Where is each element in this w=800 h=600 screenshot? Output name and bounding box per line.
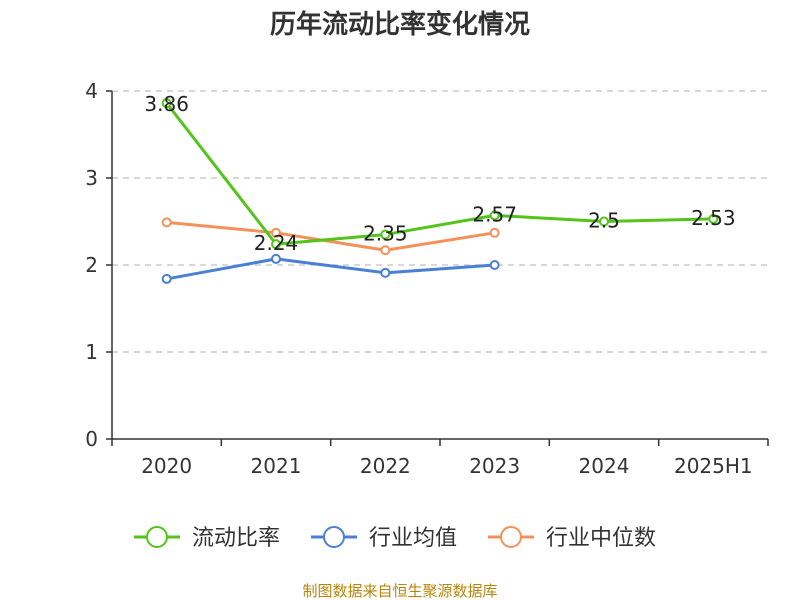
y-tick-label: 4	[85, 79, 98, 103]
data-label: 2.24	[254, 231, 299, 255]
legend-marker[interactable]	[500, 526, 522, 548]
series-line	[166, 220, 495, 252]
data-point[interactable]	[161, 273, 172, 284]
data-point[interactable]	[161, 217, 172, 228]
data-labels: 3.86 2.24 2.35 2.57 2.5 2.53	[144, 92, 735, 255]
data-point[interactable]	[380, 229, 391, 240]
x-tick-label: 2022	[360, 454, 411, 478]
data-point[interactable]	[161, 98, 172, 109]
legend[interactable]: 流动比率 行业均值 行业中位数	[134, 526, 656, 551]
data-point[interactable]	[599, 216, 609, 227]
y-tick-label: 2	[85, 253, 98, 277]
data-label: 2.57	[472, 202, 517, 226]
data-point[interactable]	[708, 213, 719, 224]
x-tick-label: 2023	[469, 454, 520, 478]
series-line	[166, 257, 495, 281]
data-point[interactable]	[380, 245, 391, 256]
chart-title: 历年流动比率变化情况	[270, 9, 530, 40]
series-points	[161, 98, 719, 284]
legend-label[interactable]: 行业均值	[369, 526, 457, 551]
y-tick-label: 0	[85, 427, 98, 451]
data-label: 3.86	[144, 92, 189, 116]
axes: 0 1 2 3 4 2020 2021 2022 2023 2024 2025H1	[85, 79, 769, 478]
y-tick-label: 3	[85, 166, 98, 190]
data-label: 2.53	[691, 206, 736, 230]
data-point[interactable]	[489, 260, 500, 270]
legend-marker[interactable]	[146, 526, 168, 548]
legend-marker[interactable]	[323, 526, 345, 548]
legend-label[interactable]: 流动比率	[192, 526, 280, 551]
data-label: 2.35	[363, 222, 408, 246]
data-point[interactable]	[271, 227, 281, 238]
x-tick-label: 2024	[579, 454, 630, 478]
series-lines	[165, 102, 714, 281]
x-tick-label: 2021	[251, 454, 302, 478]
data-point[interactable]	[489, 227, 500, 238]
source-note: 制图数据来自恒生聚源数据库	[302, 582, 497, 600]
data-point[interactable]	[489, 210, 500, 221]
series-line	[165, 102, 714, 246]
data-label: 2.5	[588, 209, 620, 233]
x-tick-label: 2025H1	[674, 454, 753, 478]
grid-lines	[112, 90, 768, 353]
data-point[interactable]	[271, 239, 281, 250]
legend-label[interactable]: 行业中位数	[546, 526, 656, 551]
x-tick-label: 2020	[141, 454, 192, 478]
data-point[interactable]	[271, 253, 281, 264]
data-point[interactable]	[380, 267, 391, 278]
y-tick-label: 1	[85, 340, 98, 364]
